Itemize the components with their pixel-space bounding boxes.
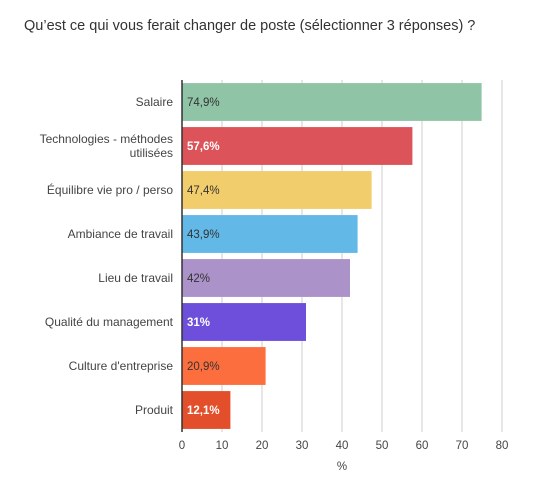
data-label: 31% — [187, 317, 210, 329]
category-label: Culture d'entreprise — [69, 359, 174, 373]
category-label: Produit — [135, 403, 174, 417]
tick-label: 70 — [456, 440, 469, 452]
data-label: 47,4% — [187, 185, 220, 197]
tick-label: 30 — [296, 440, 309, 452]
x-axis-title: % — [337, 461, 347, 473]
category-label-line: Culture d'entreprise — [69, 359, 174, 373]
bar — [182, 171, 372, 209]
category-label-line: Lieu de travail — [98, 271, 173, 285]
category-label-line: Salaire — [136, 95, 174, 109]
category-label: Équilibre vie pro / perso — [47, 182, 173, 197]
data-label: 42% — [187, 273, 210, 285]
category-label: Salaire — [136, 95, 174, 109]
data-label: 43,9% — [187, 229, 220, 241]
tick-label: 50 — [376, 440, 389, 452]
data-label: 12,1% — [187, 405, 220, 417]
category-label-line: Technologies - méthodes — [40, 132, 173, 146]
category-label-line: utilisées — [130, 146, 173, 160]
tick-label: 40 — [336, 440, 349, 452]
data-label: 57,6% — [187, 141, 220, 153]
category-label-line: Ambiance de travail — [68, 227, 173, 241]
category-label: Qualité du management — [45, 315, 174, 329]
bar — [182, 215, 358, 253]
data-label: 20,9% — [187, 361, 220, 373]
tick-label: 0 — [179, 440, 185, 452]
category-label-line: Produit — [135, 403, 174, 417]
bar — [182, 127, 413, 165]
category-label: Technologies - méthodes utilisées — [40, 132, 173, 160]
category-label: Ambiance de travail — [68, 227, 173, 241]
category-labels: Salaire Technologies - méthodes utilisées É… — [40, 95, 174, 417]
category-label-line: Équilibre vie pro / perso — [47, 182, 173, 197]
tick-label: 60 — [416, 440, 429, 452]
bar — [182, 391, 231, 429]
bar — [182, 347, 266, 385]
bars: 74,9% 57,6% 47,4% 43,9% 42% 31% 20,9% 12,1% — [182, 83, 482, 429]
chart-title: Qu’est ce qui vous ferait changer de pos… — [24, 18, 476, 34]
tick-label: 20 — [256, 440, 269, 452]
tick-label: 10 — [216, 440, 229, 452]
tick-label: 80 — [496, 440, 509, 452]
bar — [182, 83, 482, 121]
tick-labels: 0 10 20 30 40 50 60 70 80 — [179, 440, 509, 452]
grid-lines — [221, 80, 503, 432]
bar — [182, 303, 306, 341]
category-label-line: Qualité du management — [45, 315, 174, 329]
data-label: 74,9% — [187, 97, 220, 109]
category-label: Lieu de travail — [98, 271, 173, 285]
bar — [182, 259, 350, 297]
